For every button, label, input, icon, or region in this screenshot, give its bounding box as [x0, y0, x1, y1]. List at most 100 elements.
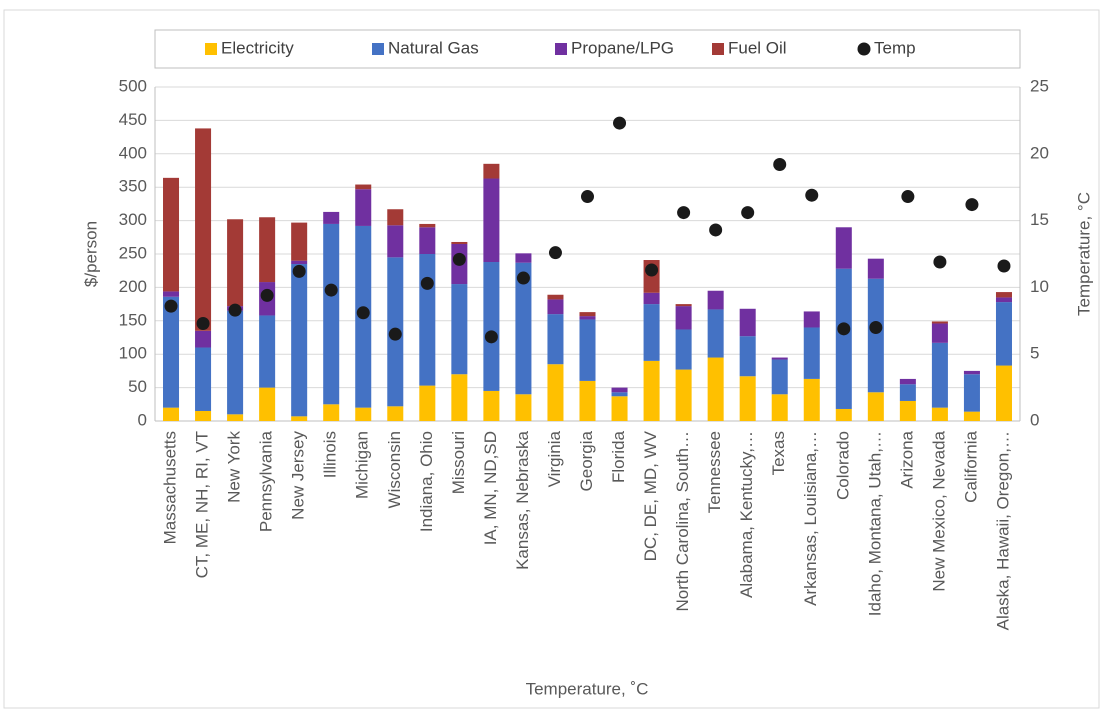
bar-segment: [675, 304, 692, 307]
bar-segment: [259, 315, 276, 388]
bar-segment: [803, 327, 820, 379]
bar-segment: [995, 297, 1012, 303]
bar-segment: [643, 304, 660, 361]
bar-segment: [547, 364, 564, 421]
bar-segment: [803, 311, 820, 328]
bar-segment: [547, 299, 564, 315]
bar-segment: [963, 411, 980, 421]
y-tick-label: 450: [119, 110, 147, 129]
x-tick-label: Texas: [769, 431, 788, 475]
temp-point: [965, 198, 979, 212]
temp-point: [741, 206, 755, 220]
bar-segment: [451, 241, 468, 244]
y2-axis-title: Temperature, °C: [1074, 192, 1093, 316]
bar-segment: [483, 163, 500, 179]
bar-segment: [483, 178, 500, 263]
bar-segment: [227, 414, 244, 421]
bar-segment: [419, 227, 436, 254]
temp-point: [869, 320, 883, 334]
y-tick-label: 150: [119, 310, 147, 329]
bar-segment: [227, 310, 244, 415]
bar-segment: [579, 380, 596, 421]
bar-segment: [899, 400, 916, 421]
bar-segment: [675, 329, 692, 370]
bar-segment: [579, 312, 596, 317]
y2-tick-label: 10: [1030, 277, 1049, 296]
x-tick-label: Virginia: [545, 430, 564, 487]
bar-segment: [323, 211, 340, 224]
bar-segment: [675, 306, 692, 330]
bar-segment: [259, 387, 276, 421]
temp-point: [452, 252, 466, 266]
bar-segment: [771, 359, 788, 395]
bar-segment: [355, 184, 372, 190]
bar-segment: [995, 365, 1012, 421]
temp-point: [292, 264, 306, 278]
bar-segment: [387, 209, 404, 226]
chart-border: [3, 9, 1100, 709]
temp-point: [420, 276, 434, 290]
x-tick-label: Kansas, Nebraska: [513, 430, 532, 569]
bar-segment: [195, 128, 212, 331]
bar-segment: [163, 296, 180, 408]
x-tick-label: Wisconsin: [385, 431, 404, 508]
y-tick-label: 250: [119, 243, 147, 262]
bar-segment: [803, 378, 820, 421]
bar-segment: [611, 387, 628, 393]
bar-segment: [771, 394, 788, 421]
y-axis-title: $/person: [81, 221, 100, 287]
legend-box: [154, 29, 1021, 69]
temp-point: [805, 188, 819, 202]
y2-tick-label: 20: [1030, 143, 1049, 162]
x-tick-label: New York: [225, 431, 244, 503]
y2-tick-label: 5: [1030, 344, 1039, 363]
bar-segment: [739, 308, 756, 337]
bar-segment: [291, 222, 308, 261]
x-tick-label: North Carolina, South…: [673, 431, 692, 611]
bar-segment: [419, 385, 436, 421]
temp-point: [324, 283, 338, 297]
bar-segment: [419, 223, 436, 228]
y-tick-label: 200: [119, 277, 147, 296]
bar-segment: [931, 321, 948, 324]
x-tick-label: IA, MN, ND,SD: [481, 431, 500, 545]
temp-point: [196, 316, 210, 330]
bar-segment: [835, 268, 852, 409]
bar-segment: [931, 342, 948, 408]
y2-tick-label: 0: [1030, 410, 1039, 429]
y-tick-label: 300: [119, 210, 147, 229]
temp-point: [837, 322, 851, 336]
temp-point: [484, 330, 498, 344]
bar-segment: [643, 292, 660, 305]
temp-point: [388, 327, 402, 341]
legend-label: Natural Gas: [388, 38, 479, 57]
bar-segment: [547, 314, 564, 365]
x-tick-label: New Mexico, Nevada: [929, 430, 948, 591]
x-tick-label: Michigan: [353, 431, 372, 499]
bar-segment: [707, 357, 724, 421]
bar-segment: [323, 404, 340, 421]
bar-segment: [899, 378, 916, 385]
temp-point: [613, 116, 627, 130]
x-tick-label: Pennsylvania: [257, 430, 276, 532]
x-tick-label: California: [961, 430, 980, 502]
x-tick-label: Massachusetts: [161, 431, 180, 544]
x-tick-label: CT, ME, NH, RI, VT: [193, 431, 212, 578]
temp-point: [997, 259, 1011, 273]
bar-segment: [707, 290, 724, 310]
bar-segment: [931, 323, 948, 343]
y-tick-label: 50: [128, 377, 147, 396]
bar-segment: [771, 357, 788, 360]
bar-segment: [355, 189, 372, 226]
x-tick-label: Colorado: [833, 431, 852, 500]
temp-point: [164, 299, 178, 313]
x-tick-label: Indiana, Ohio: [417, 431, 436, 532]
bar-segment: [995, 302, 1012, 366]
temp-point: [228, 303, 242, 317]
x-tick-label: Idaho, Montana, Utah,…: [865, 431, 884, 616]
y-tick-label: 0: [138, 410, 147, 429]
legend-label: Electricity: [221, 38, 294, 57]
temp-point: [645, 263, 659, 277]
legend-marker: [857, 42, 871, 56]
